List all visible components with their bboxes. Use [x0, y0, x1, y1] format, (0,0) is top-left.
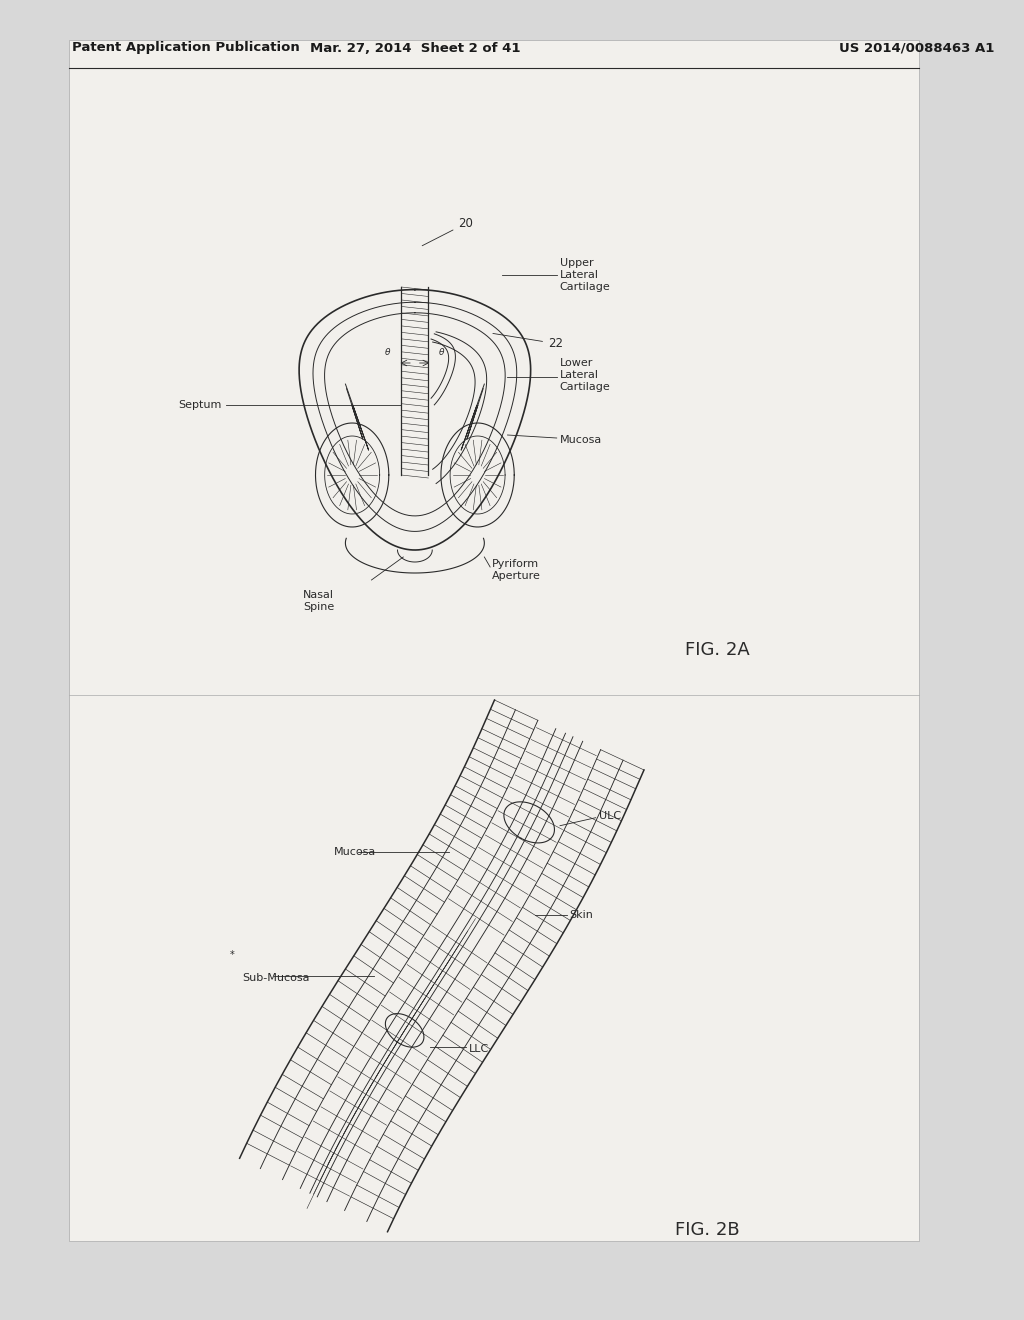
Text: 20: 20 [422, 216, 473, 246]
Text: 22: 22 [493, 334, 563, 350]
Text: Mucosa: Mucosa [334, 847, 376, 857]
Text: LLC: LLC [469, 1044, 488, 1055]
Text: *: * [229, 950, 234, 960]
Text: Nasal
Spine: Nasal Spine [303, 590, 334, 612]
Text: Patent Application Publication: Patent Application Publication [73, 41, 300, 54]
Text: ULC: ULC [599, 810, 621, 821]
Text: FIG. 2A: FIG. 2A [685, 642, 750, 659]
Text: Skin: Skin [569, 909, 593, 920]
Text: θ: θ [385, 348, 390, 356]
Text: Mucosa: Mucosa [559, 436, 602, 445]
Text: US 2014/0088463 A1: US 2014/0088463 A1 [840, 41, 994, 54]
Text: FIG. 2B: FIG. 2B [676, 1221, 740, 1239]
Text: Septum: Septum [178, 400, 222, 411]
Text: Mar. 27, 2014  Sheet 2 of 41: Mar. 27, 2014 Sheet 2 of 41 [309, 41, 520, 54]
Text: θ: θ [439, 348, 444, 356]
Text: Lower
Lateral
Cartilage: Lower Lateral Cartilage [559, 358, 610, 392]
Bar [70, 40, 919, 1241]
Text: Sub-Mucosa: Sub-Mucosa [243, 973, 310, 983]
Text: Pyriform
Aperture: Pyriform Aperture [493, 558, 541, 581]
Text: Upper
Lateral
Cartilage: Upper Lateral Cartilage [559, 257, 610, 293]
